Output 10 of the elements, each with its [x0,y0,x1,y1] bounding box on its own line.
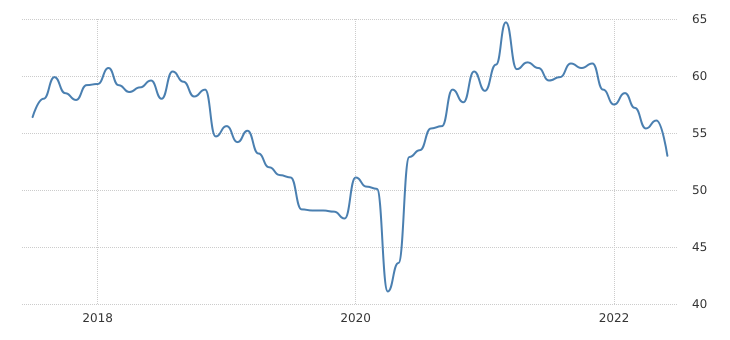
x-tick-label: 2020 [340,311,371,325]
y-tick-label: 55 [692,126,708,140]
line-series [32,21,668,292]
y-tick-label: 50 [692,183,708,197]
y-tick-label: 40 [692,297,708,311]
y-tick-label: 60 [692,69,708,83]
y-tick-label: 65 [692,12,708,26]
x-tick-label: 2018 [82,311,113,325]
y-tick-label: 45 [692,240,708,254]
x-tick-label: 2022 [598,311,630,325]
